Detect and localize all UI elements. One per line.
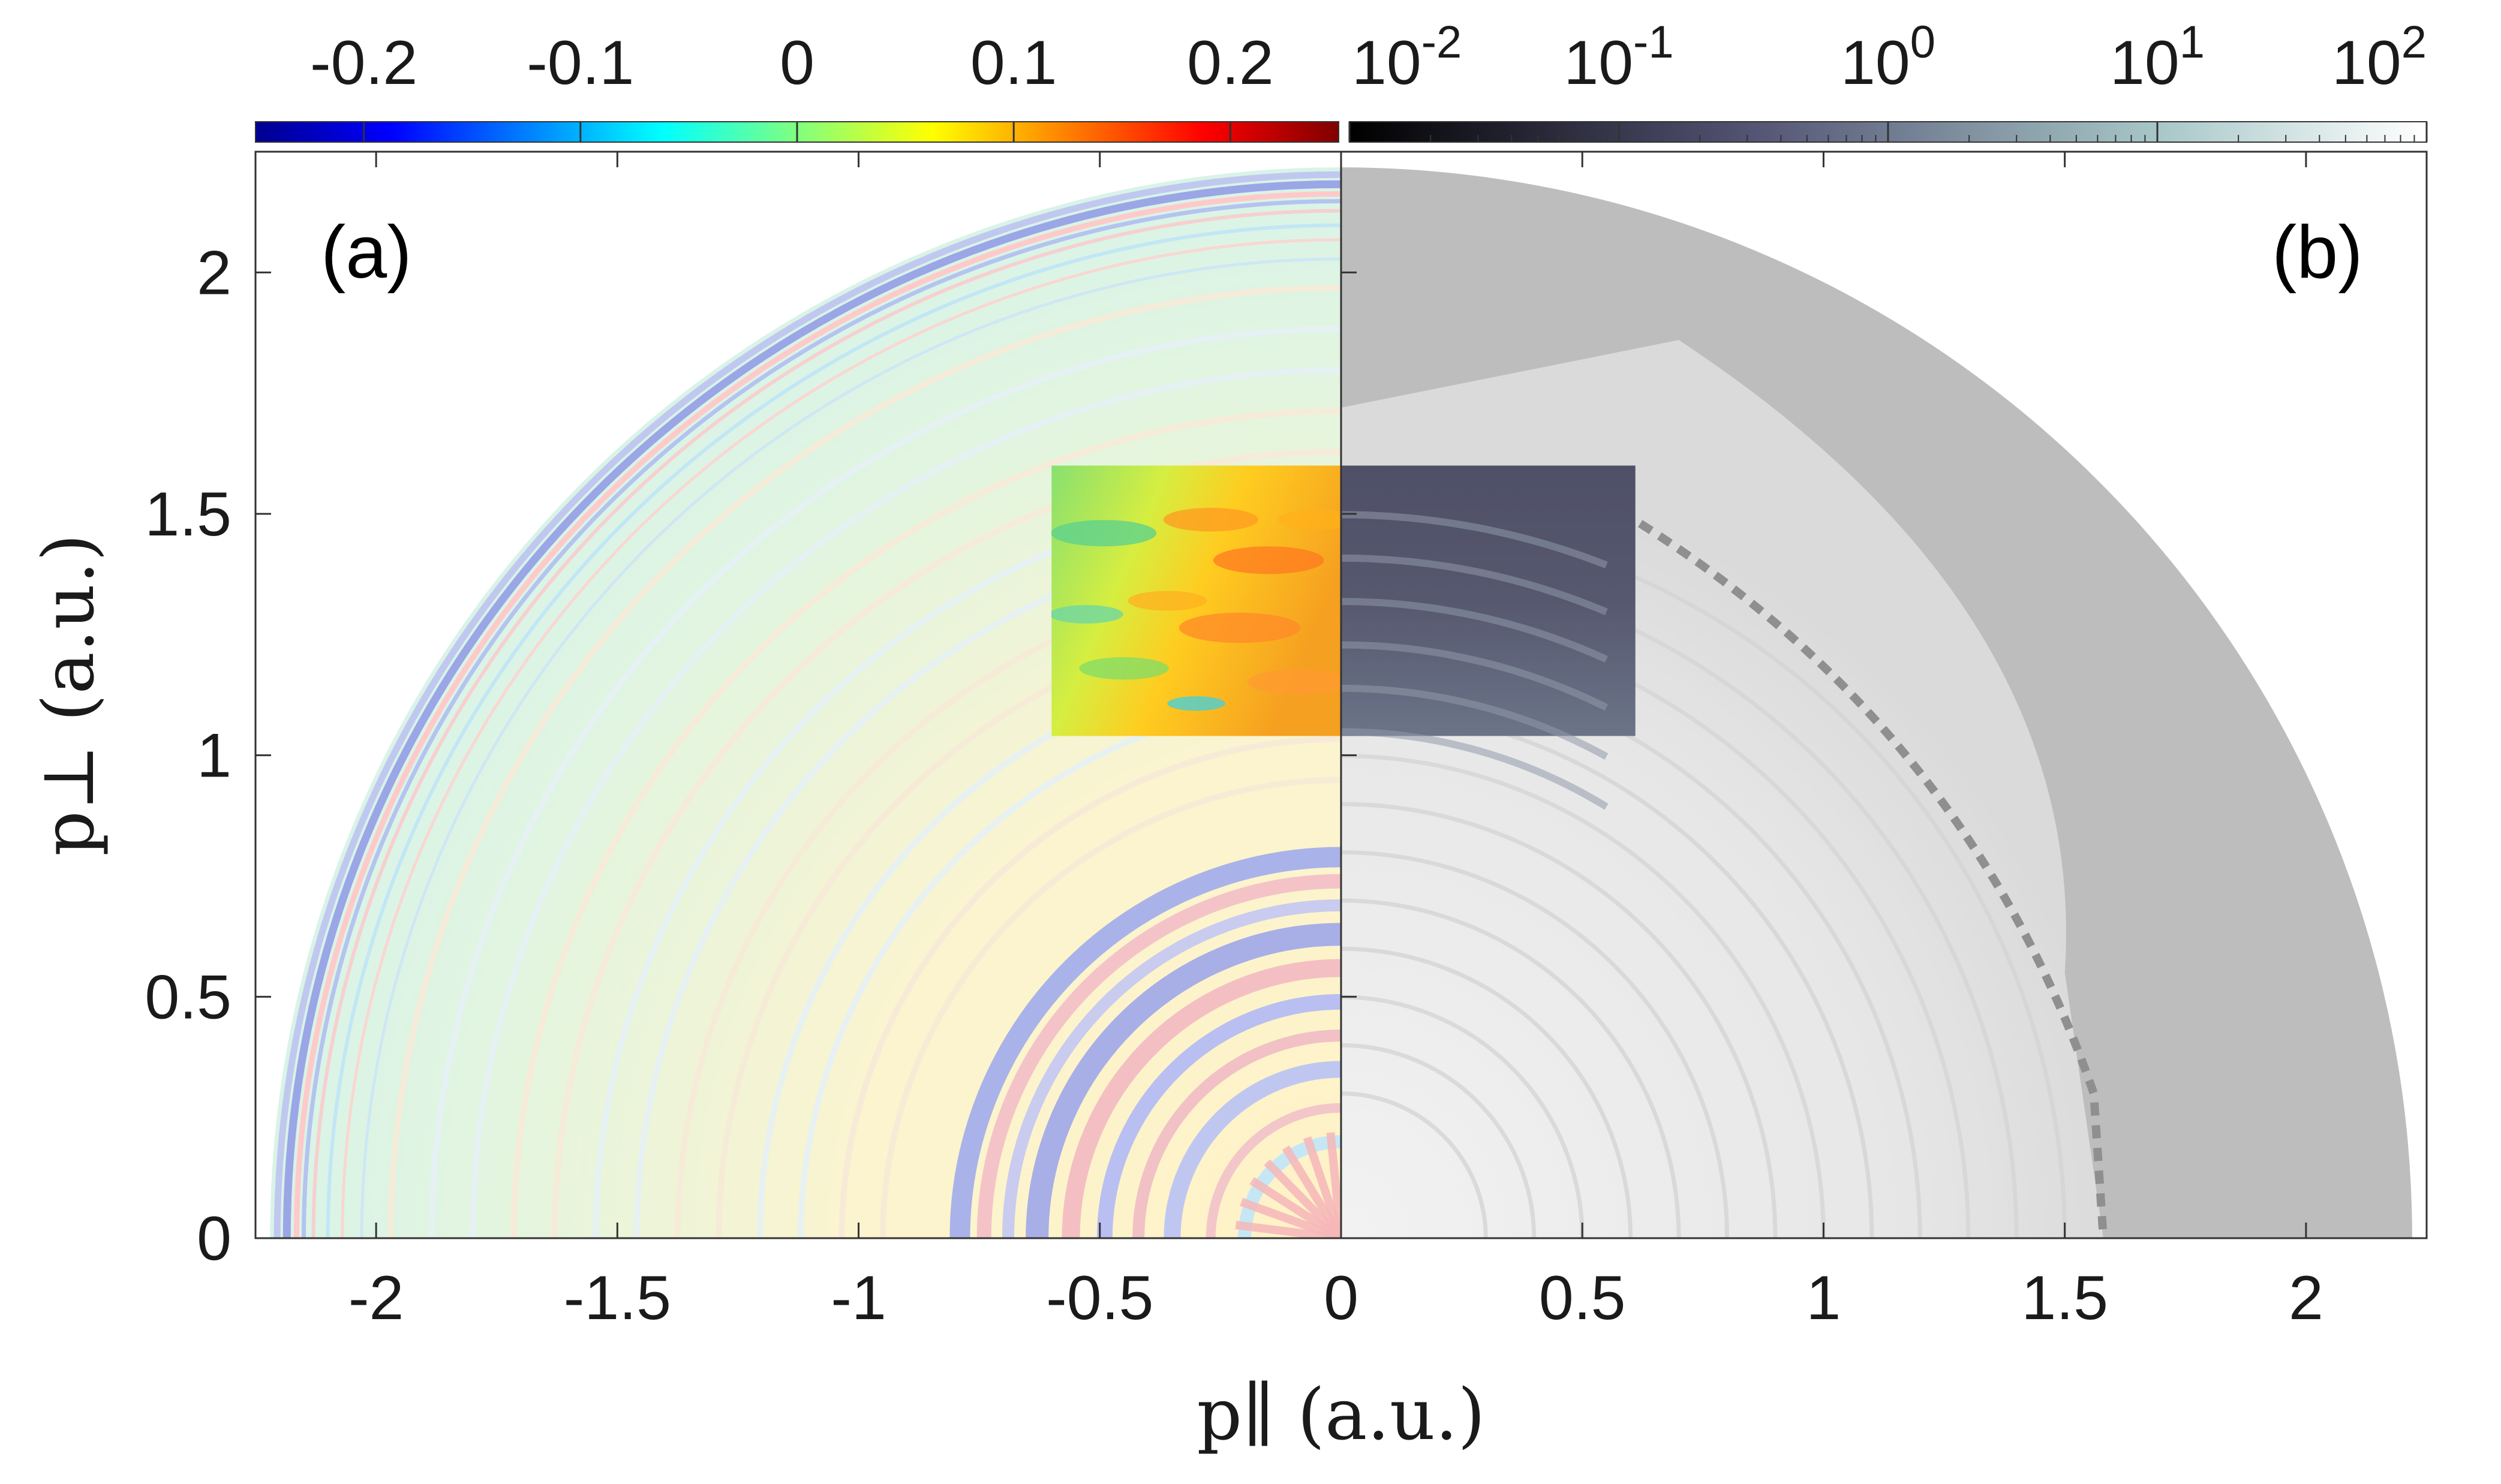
panel-a-faint-ring [838,736,1341,1238]
panel-a-ring-band [326,223,1341,1238]
panel-a-heatmap [270,167,1341,1238]
panel-a-inner-ring [1026,923,1341,1238]
colorbar-b-tick-label: 10-1 [1564,17,1673,98]
y-tick-label: 0.5 [145,962,232,1032]
colorbar-b-tick-label: 102 [2332,17,2427,98]
panel-a-inset-blob [1051,520,1157,547]
x-axis-title: p∥ (a.u.) [1197,1373,1486,1456]
colorbar-b-tick-exp: 2 [2401,17,2427,68]
panel-a-ring-band [301,198,1341,1238]
panel-b-faint-ring [1341,802,1778,1238]
panel-a-inset-blob [1278,510,1341,530]
y-tick-label: 0 [197,1204,232,1274]
x-tick-label: 2 [2289,1263,2323,1333]
colorbar-b-tick-base: 10 [1564,28,1633,98]
panel-a-faint-ring [879,776,1341,1238]
x-tick-label: -1.5 [564,1263,671,1333]
panel-b-faint-ring [1341,1091,1488,1238]
panel-a-inner-ring [1002,899,1341,1238]
x-tick-label: 0.5 [1539,1263,1626,1333]
panel-b-inset-stripe [1340,511,1608,568]
panel-a-inner-ring [1206,1103,1341,1238]
panel-a-ring-band [282,180,1341,1238]
panel-a-faint-ring [428,326,1341,1238]
panel-a-inset-blob [1167,696,1226,711]
x-tick-label: 1.5 [2021,1263,2108,1333]
panel-b-streak [1638,520,2108,1238]
panel-a-ring-band [311,209,1341,1238]
x-tick-label: -1 [831,1263,886,1333]
panel-b-faint-ring [1341,1043,1537,1238]
colorbar-b-tick-base: 10 [1841,28,1910,98]
colorbar-a-tick-label: 0 [780,28,814,98]
colorbar-b-tick-base: 10 [2332,28,2401,98]
colorbar-a-tick-label: 0.2 [1187,28,1274,98]
colorbar-b-tick-label: 101 [2110,17,2205,98]
y-tick-label: 2 [197,238,232,308]
colorbar-b-tick-exp: 0 [1910,17,1935,68]
x-tick-label: 1 [1806,1263,1841,1333]
panel-b-inset-stripe [1340,684,1609,760]
panel-a-ring-band [360,257,1341,1238]
highlight-insets [1051,465,1636,810]
panel-a-inner-ring [1132,1030,1341,1238]
colorbar-b-tick-label: 10-2 [1352,17,1462,98]
panel-a-inset-blob [1248,669,1341,695]
panel-b-faint-ring [1341,946,1633,1238]
panel-a-ring-band [273,171,1341,1238]
panel-a-inner-ring [1096,994,1341,1238]
panel-a-inner-ring [1062,959,1341,1238]
panel-b-faint-ring [1341,850,1730,1238]
panel-a-inset-blob [1128,591,1207,611]
panel-a-inset-blob [1213,546,1324,574]
panel-a-inset-blob [1179,612,1301,643]
colorbar-b-tick-exp: -1 [1633,17,1674,68]
colorbar-a-tick-label: -0.1 [527,28,634,98]
panel-b-faint-ring [1341,754,1826,1238]
colorbar-b-tick-exp: 1 [2180,17,2205,68]
y-tick-label: 1 [197,721,232,791]
panel-a-inset-blob [1163,507,1258,532]
panel-a-ring-band [341,238,1341,1238]
panel-b-faint-ring [1341,995,1585,1238]
colorbar-b-tick-base: 10 [1352,28,1421,98]
colorbar-a-tick-label: -0.2 [310,28,417,98]
panel-a-inset-blob [1051,605,1123,624]
x-tick-label: -2 [348,1263,404,1333]
panel-a-faint-ring [470,367,1341,1238]
panel-a-inset-texture [1051,507,1341,711]
y-tick-label: 1.5 [145,480,232,549]
panel-b-inset-stripe [1340,728,1609,810]
panel-b-faint-ring [1341,898,1681,1238]
panel-a-ring-band [293,191,1341,1238]
panel-a-inset-blob [1079,657,1169,680]
x-tick-label: 0 [1324,1263,1358,1333]
panel-a-inner-ring [976,874,1341,1238]
x-tick-label: -0.5 [1046,1263,1153,1333]
colorbar-b-tick-exp: -2 [1421,17,1462,68]
colorbars: -0.2 -0.1 0 0.1 0.2 10-2 10-1 100 101 102 [255,17,2428,143]
y-axis-title: p⊥ (a.u.) [27,534,110,856]
panel-b-inset-stripe [1340,554,1608,616]
panel-b-inset-stripe [1340,598,1608,663]
panel-a-faint-ring [387,285,1341,1238]
panel-a-faint-ring [510,408,1341,1238]
panel-a-fan-ray [1235,1221,1341,1238]
panel-a-inner-ring [1164,1061,1341,1238]
colorbar-b-tick-base: 10 [2110,28,2180,98]
panel-a-inner-ring [949,847,1341,1238]
axes: -2 -1.5 -1 -0.5 0 0.5 1 1.5 2 0 0.5 1 1.5 2 [145,150,2428,1333]
colorbar-a-tick-label: 0.1 [970,28,1057,98]
panel-b-label: (b) [2272,211,2363,294]
panel-b-inset-stripe [1340,641,1609,711]
panel-a-label: (a) [321,211,412,294]
colorbar-b-tick-label: 100 [1841,17,1935,98]
